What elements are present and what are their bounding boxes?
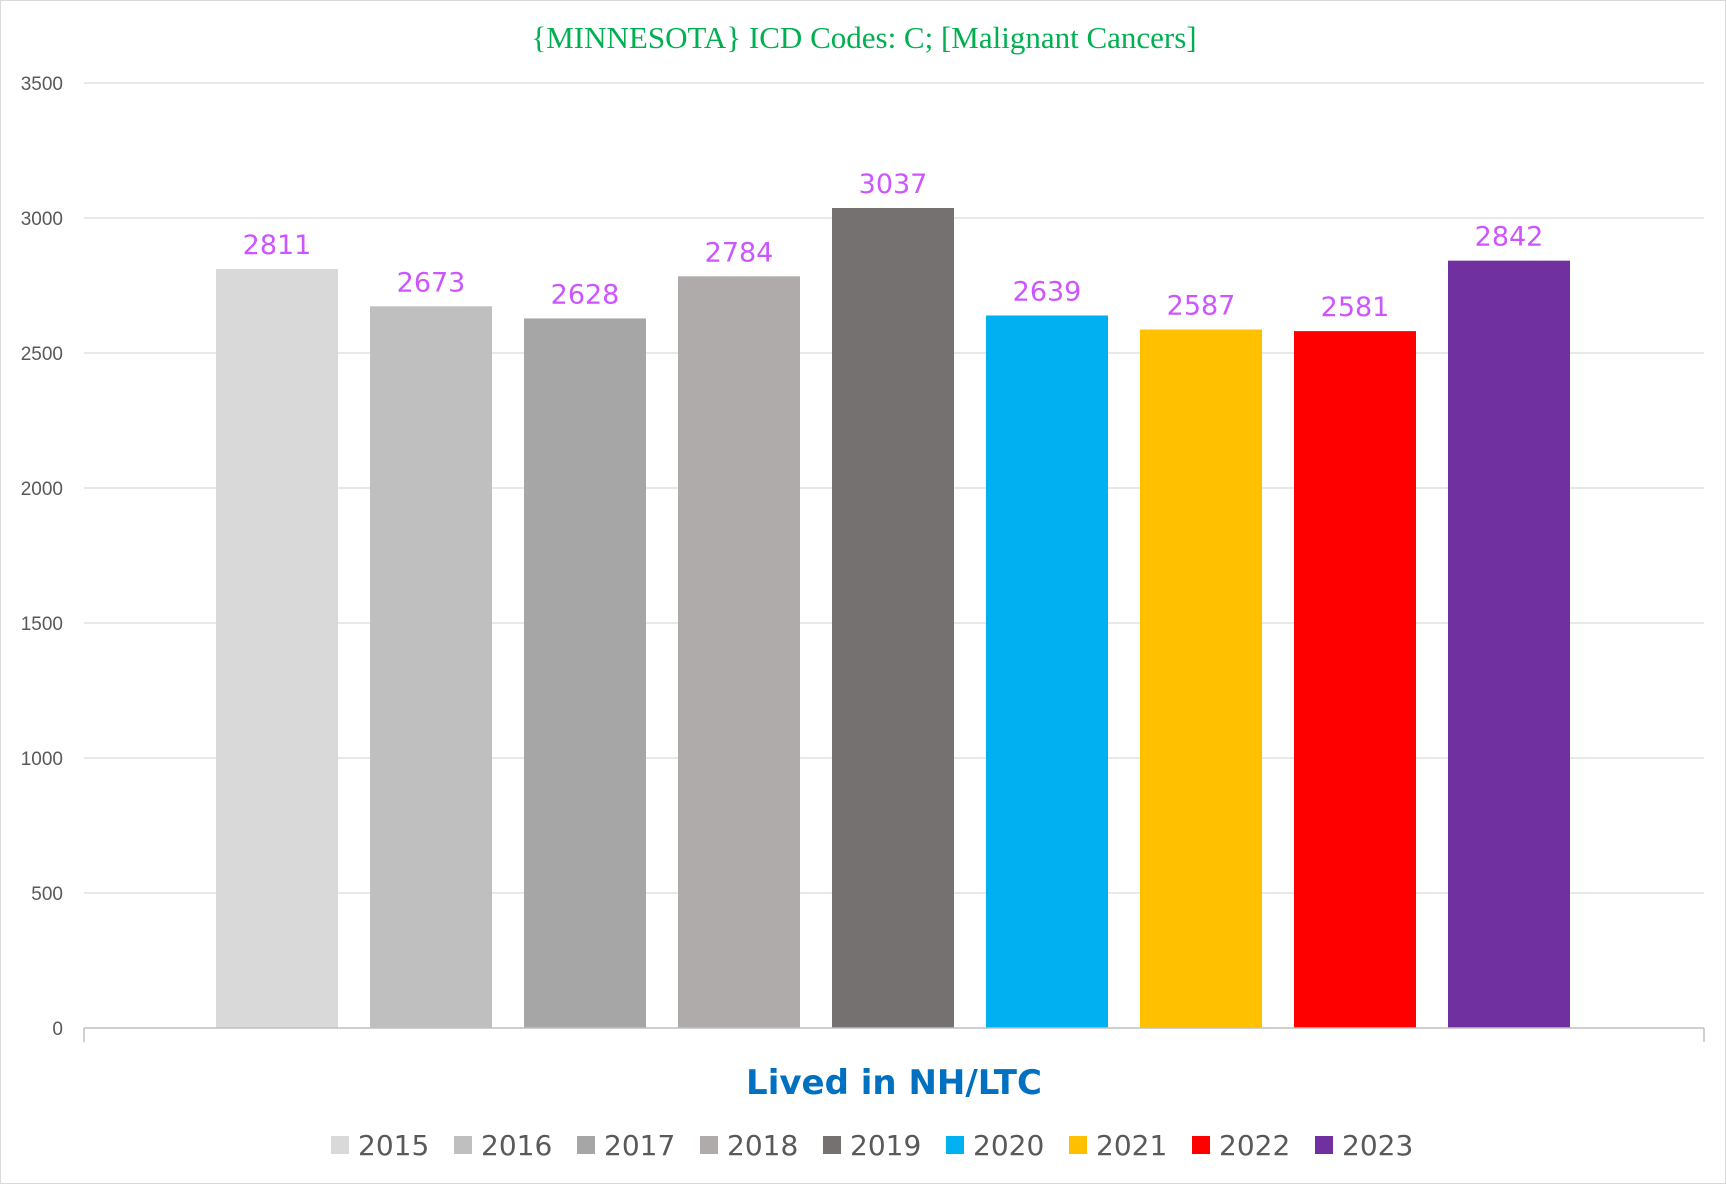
x-axis-title: Lived in NH/LTC bbox=[746, 1063, 1042, 1103]
legend-swatch-2019 bbox=[823, 1136, 841, 1154]
bar-2020 bbox=[986, 315, 1108, 1029]
data-label-2023: 2842 bbox=[1475, 222, 1544, 253]
y-tick-label: 1500 bbox=[21, 614, 63, 635]
bar-2017 bbox=[524, 318, 646, 1028]
y-tick-label: 500 bbox=[31, 884, 63, 905]
data-label-2021: 2587 bbox=[1167, 291, 1236, 322]
legend-swatch-2018 bbox=[700, 1136, 718, 1154]
data-label-2022: 2581 bbox=[1321, 292, 1390, 323]
data-label-2019: 3037 bbox=[859, 169, 928, 200]
y-tick-label: 3000 bbox=[21, 209, 63, 230]
bar-2022 bbox=[1294, 331, 1416, 1028]
y-tick-label: 0 bbox=[52, 1019, 63, 1040]
y-tick-label: 3500 bbox=[21, 74, 63, 95]
data-label-2020: 2639 bbox=[1013, 276, 1082, 307]
legend-swatch-2020 bbox=[946, 1136, 964, 1154]
data-label-2015: 2811 bbox=[243, 230, 312, 261]
data-labels: 2811 2673 2628 2784 3037 2639 2587 2581 2842 bbox=[243, 169, 1544, 323]
legend-label-2021: 2021 bbox=[1096, 1129, 1167, 1162]
legend-swatch-2023 bbox=[1315, 1136, 1333, 1154]
legend-label-2019: 2019 bbox=[850, 1129, 921, 1162]
legend-label-2022: 2022 bbox=[1219, 1129, 1290, 1162]
legend-label-2020: 2020 bbox=[973, 1129, 1044, 1162]
y-tick-label: 2500 bbox=[21, 344, 63, 365]
y-tick-label: 1000 bbox=[21, 749, 63, 770]
legend-swatch-2022 bbox=[1192, 1136, 1210, 1154]
chart-title: {MINNESOTA} ICD Codes: C; [Malignant Can… bbox=[531, 20, 1196, 55]
legend: 2015 2016 2017 2018 2019 2020 2021 2022 2023 bbox=[331, 1129, 1413, 1162]
y-axis-tick-labels: 0 500 1000 1500 2000 2500 3000 3500 bbox=[21, 74, 63, 1040]
data-label-2017: 2628 bbox=[551, 279, 620, 310]
legend-swatch-2021 bbox=[1069, 1136, 1087, 1154]
legend-label-2018: 2018 bbox=[727, 1129, 798, 1162]
legend-swatch-2015 bbox=[331, 1136, 349, 1154]
legend-swatch-2016 bbox=[454, 1136, 472, 1154]
legend-label-2016: 2016 bbox=[481, 1129, 552, 1162]
bar-2015 bbox=[216, 269, 338, 1028]
data-label-2016: 2673 bbox=[397, 267, 466, 298]
bars bbox=[216, 208, 1570, 1029]
legend-label-2017: 2017 bbox=[604, 1129, 675, 1162]
bar-2018 bbox=[678, 276, 800, 1028]
y-tick-label: 2000 bbox=[21, 479, 63, 500]
data-label-2018: 2784 bbox=[705, 237, 774, 268]
bar-2023 bbox=[1448, 260, 1570, 1028]
bar-2016 bbox=[370, 306, 492, 1028]
legend-label-2023: 2023 bbox=[1342, 1129, 1413, 1162]
legend-label-2015: 2015 bbox=[358, 1129, 429, 1162]
legend-swatch-2017 bbox=[577, 1136, 595, 1154]
bar-2021 bbox=[1140, 329, 1262, 1028]
bar-2019 bbox=[832, 208, 954, 1028]
